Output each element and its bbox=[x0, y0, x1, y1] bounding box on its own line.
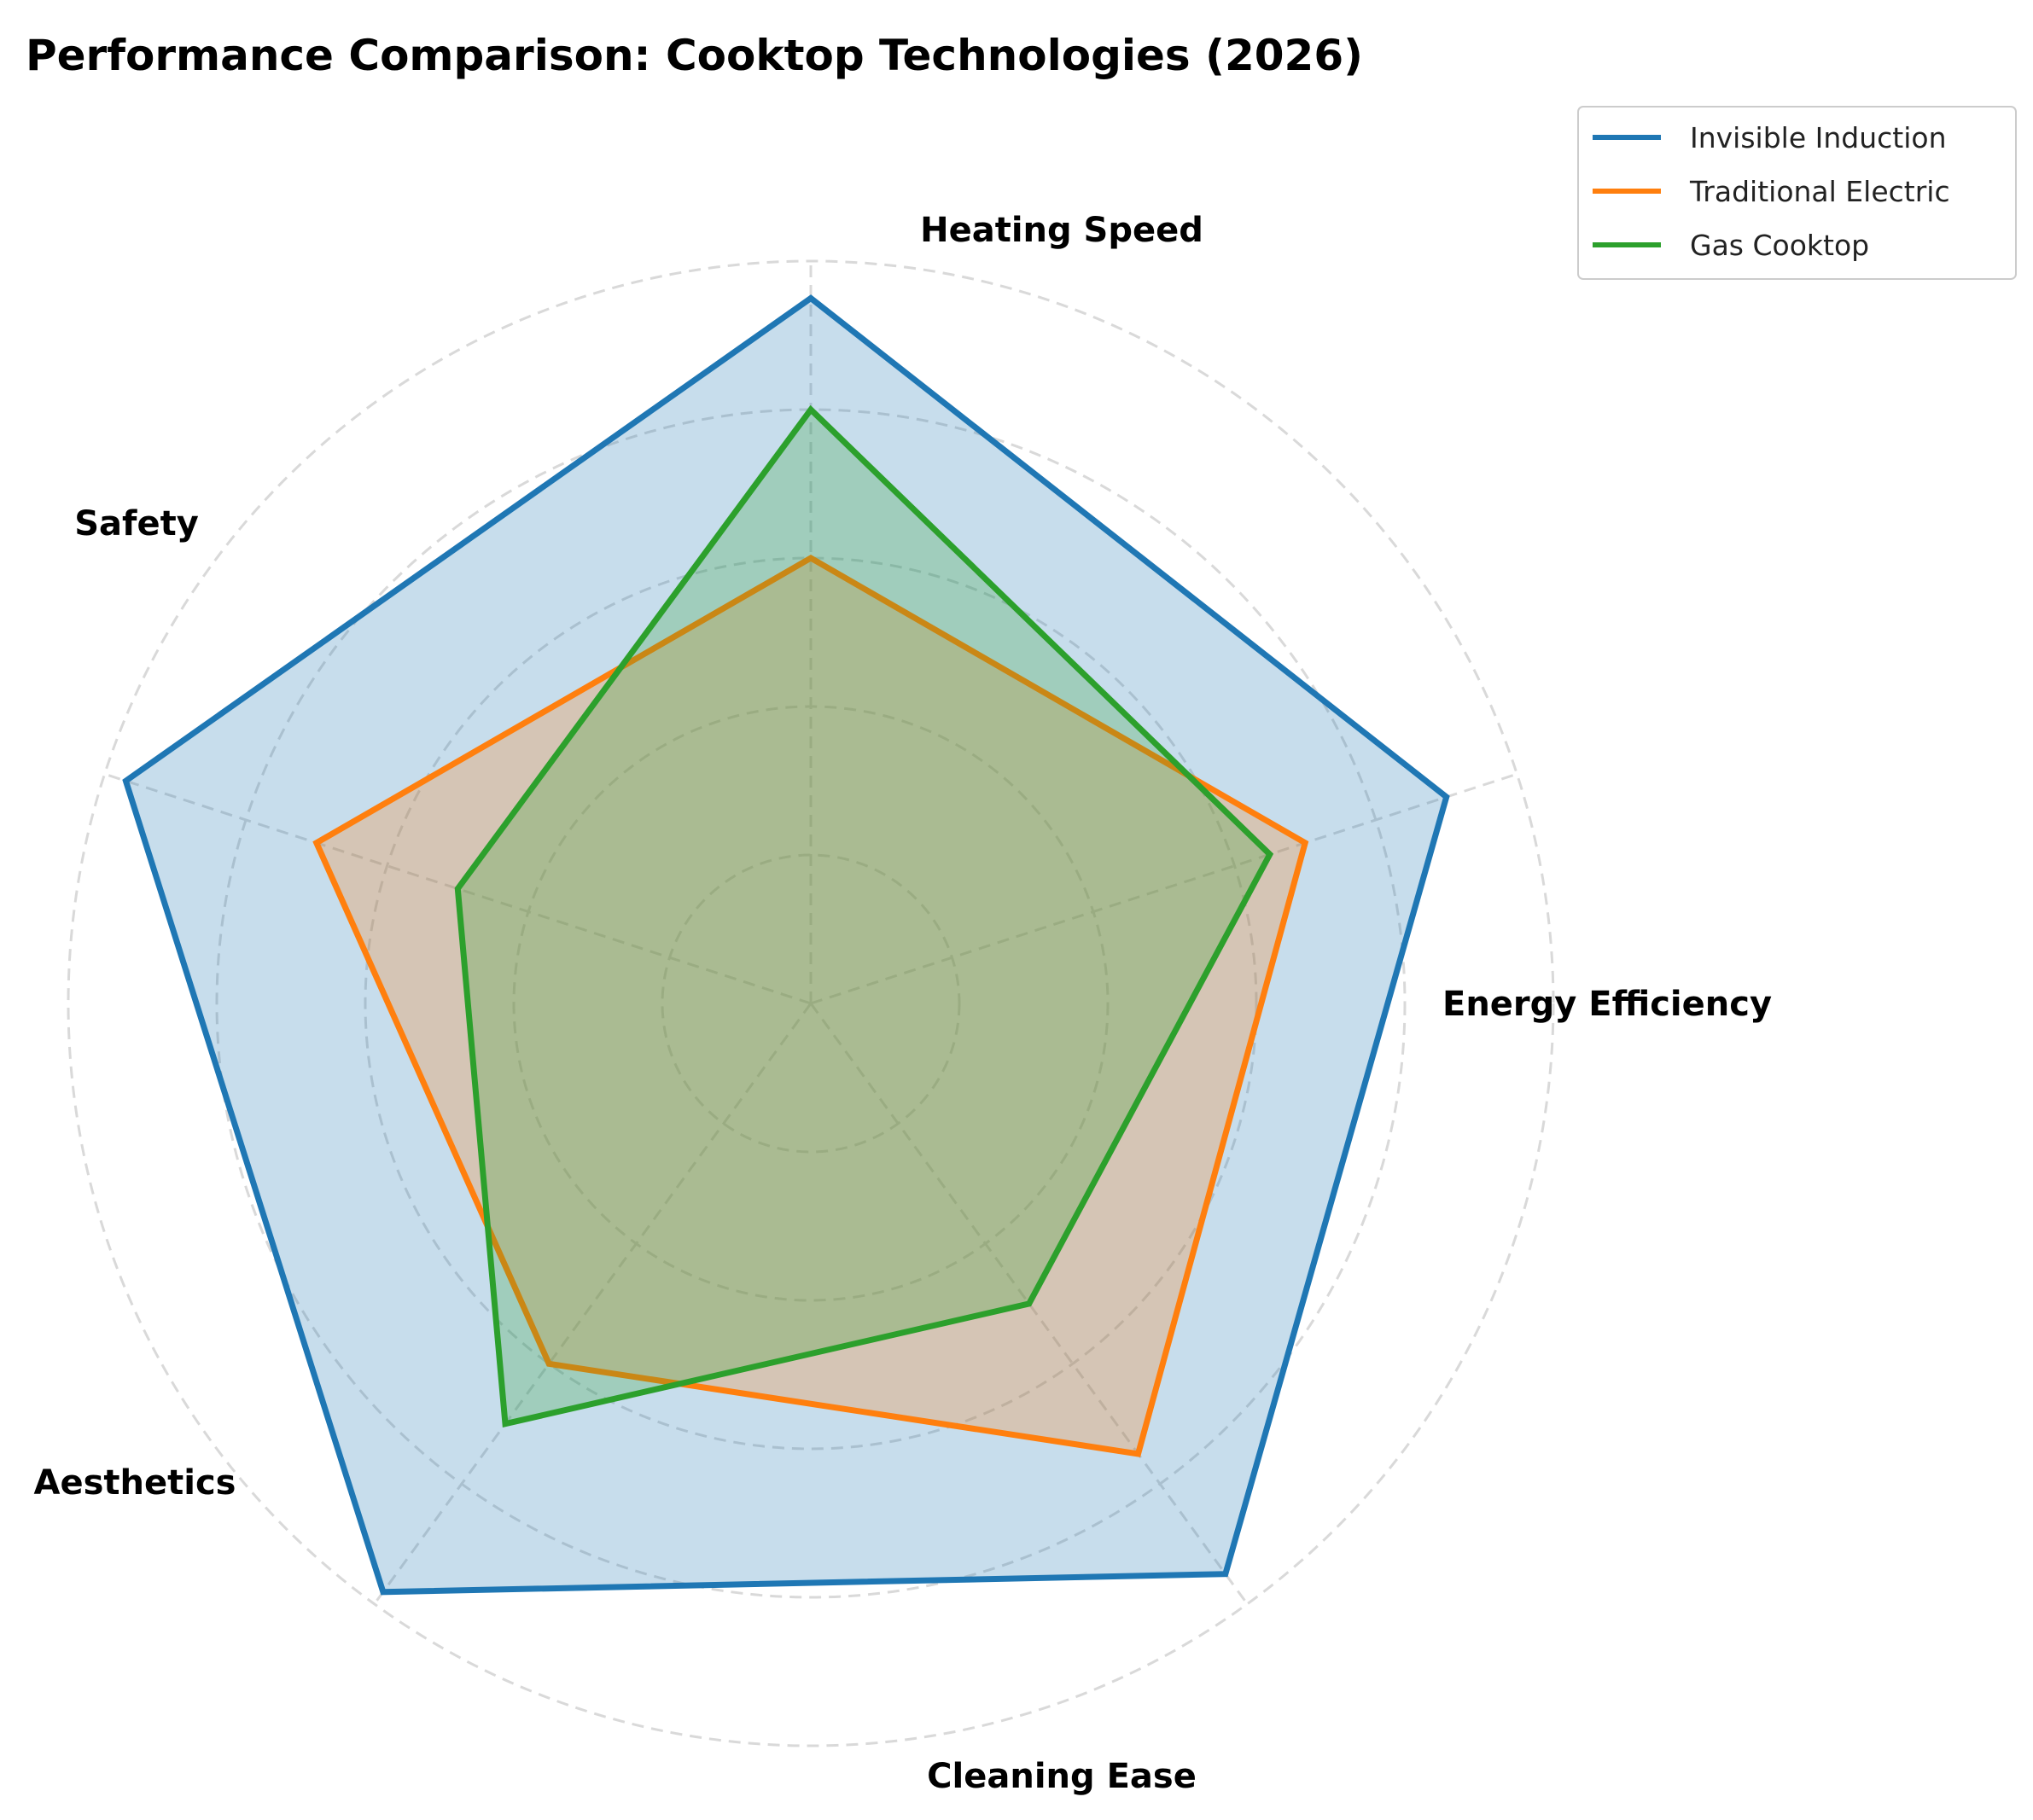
legend-item: Traditional Electric bbox=[1593, 175, 1950, 208]
chart-title: Performance Comparison: Cooktop Technolo… bbox=[26, 31, 1363, 80]
series-line-gas-cooktop bbox=[454, 404, 1274, 1428]
series-area-traditional-electric bbox=[316, 558, 1306, 1454]
grid-ring bbox=[67, 259, 1555, 1747]
grid-spoke bbox=[373, 1003, 813, 1605]
grid-ring bbox=[661, 853, 961, 1154]
axis-label-aesthetics: Aesthetics bbox=[34, 1463, 236, 1503]
axis-label-safety: Safety bbox=[74, 504, 199, 544]
legend-item: Gas Cooktop bbox=[1593, 229, 1869, 262]
axis-labels: Energy Efficiency Heating Speed Safety Aest… bbox=[34, 211, 1773, 1796]
series-area-gas-cooktop bbox=[457, 410, 1270, 1424]
grid-ring bbox=[364, 556, 1258, 1451]
axis-label-heating-speed: Heating Speed bbox=[920, 211, 1203, 250]
axis-label-cleaning-ease: Cleaning Ease bbox=[927, 1757, 1197, 1796]
radar-grid bbox=[67, 259, 1555, 1747]
series-line-traditional-electric bbox=[312, 554, 1309, 1457]
legend-label: Gas Cooktop bbox=[1690, 229, 1869, 262]
series-line-invisible-induction bbox=[122, 294, 1450, 1596]
grid-spoke bbox=[810, 772, 1517, 1005]
radar-series bbox=[122, 294, 1450, 1596]
legend-label: Invisible Induction bbox=[1690, 121, 1946, 154]
series-area-invisible-induction bbox=[125, 298, 1447, 1592]
legend: Invisible Induction Traditional Electric… bbox=[1577, 106, 2017, 280]
grid-spoke bbox=[104, 772, 812, 1005]
grid-spoke bbox=[809, 1003, 1249, 1605]
legend-frame bbox=[1577, 106, 2017, 280]
axis-label-energy-efficiency: Energy Efficiency bbox=[1442, 985, 1772, 1024]
legend-item: Invisible Induction bbox=[1593, 121, 1946, 154]
legend-label: Traditional Electric bbox=[1689, 175, 1950, 208]
